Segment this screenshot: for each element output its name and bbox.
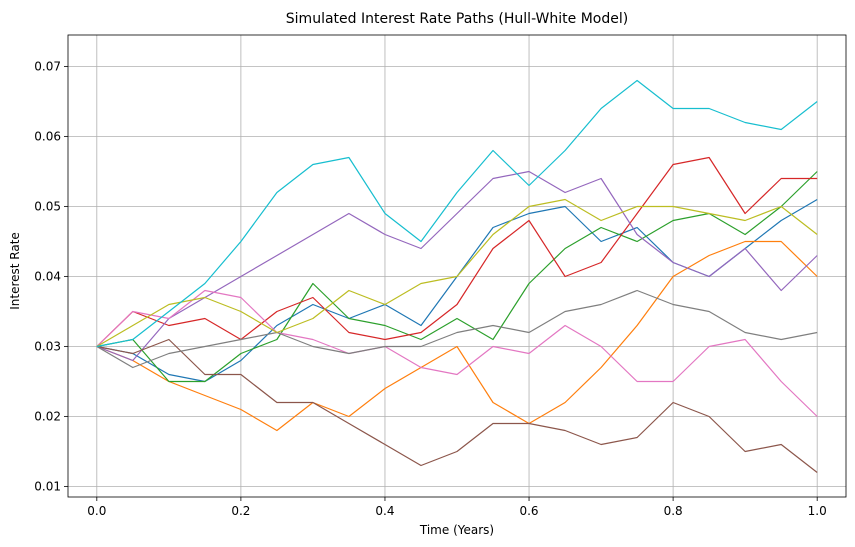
y-axis-label: Interest Rate [8, 232, 22, 310]
series-line-10 [96, 79, 818, 348]
series-line-6 [96, 338, 818, 473]
axis-ticks: 0.0 0.2 0.4 0.6 0.8 1.0 0.01 0.02 0.03 0.04 0.05 0.… [34, 60, 826, 519]
series-line-8 [96, 289, 818, 369]
x-tick-label: 1.0 [808, 504, 827, 518]
x-tick-label: 0.4 [375, 504, 394, 518]
y-tick-label: 0.03 [34, 340, 61, 354]
y-tick-label: 0.06 [34, 130, 61, 144]
x-axis-label: Time (Years) [419, 523, 494, 537]
y-tick-label: 0.02 [34, 410, 61, 424]
series-line-2 [96, 240, 818, 432]
series-line-3 [96, 171, 818, 383]
x-tick-label: 0.6 [519, 504, 538, 518]
x-tick-label: 0.2 [231, 504, 250, 518]
series-lines [96, 79, 818, 473]
series-line-9 [96, 198, 818, 348]
series-line-5 [96, 170, 818, 362]
y-tick-label: 0.01 [34, 480, 61, 494]
plot-frame [67, 34, 847, 498]
x-tick-label: 0.8 [664, 504, 683, 518]
y-tick-label: 0.07 [34, 60, 61, 74]
series-line-4 [96, 156, 818, 347]
y-tick-label: 0.04 [34, 270, 61, 284]
series-line-7 [96, 289, 818, 417]
chart-title: Simulated Interest Rate Paths (Hull-Whit… [286, 11, 628, 27]
x-tick-label: 0.0 [87, 504, 106, 518]
y-tick-label: 0.05 [34, 200, 61, 214]
